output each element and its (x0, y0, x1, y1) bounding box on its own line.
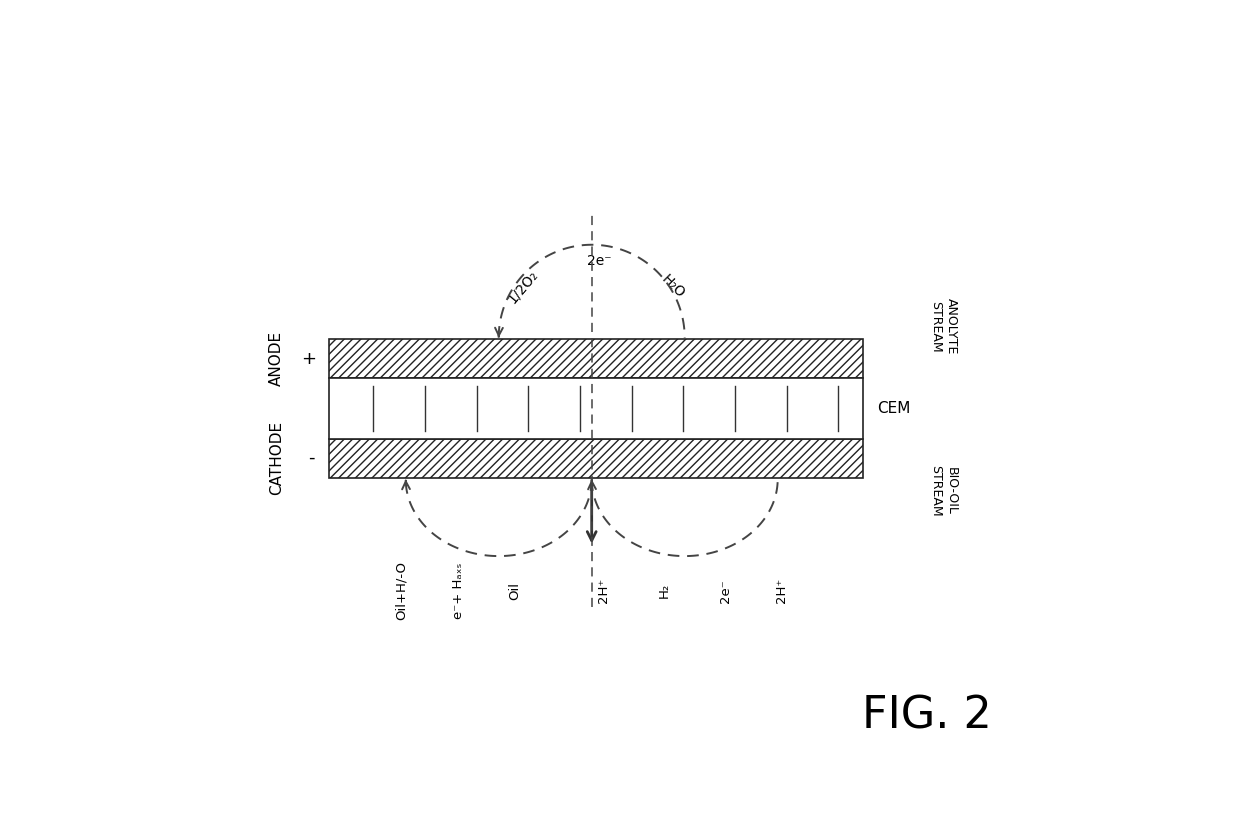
Text: 2e⁻: 2e⁻ (719, 579, 732, 603)
Text: +: + (301, 350, 316, 368)
Text: -: - (308, 449, 314, 467)
Bar (329, 378, 863, 439)
Text: Oil: Oil (508, 582, 521, 600)
Text: CEM: CEM (877, 401, 910, 416)
Text: 1/2O₂: 1/2O₂ (505, 267, 541, 306)
Bar (329, 439, 863, 478)
Text: 2e⁻: 2e⁻ (588, 254, 613, 269)
Text: H₂O: H₂O (658, 272, 687, 301)
Text: ANOLYTE
STREAM: ANOLYTE STREAM (930, 298, 957, 355)
Text: CATHODE: CATHODE (269, 422, 284, 495)
Text: ANODE: ANODE (269, 331, 284, 386)
Text: FIG. 2: FIG. 2 (862, 694, 992, 737)
Text: BIO-OIL
STREAM: BIO-OIL STREAM (930, 465, 957, 516)
Text: 2H⁺: 2H⁺ (775, 578, 789, 604)
Bar (329, 339, 863, 378)
Text: Oil+H/-O: Oil+H/-O (396, 561, 408, 620)
Text: 2H⁺: 2H⁺ (598, 578, 610, 604)
Text: e⁻+ Hₐₓₛ: e⁻+ Hₐₓₛ (451, 563, 465, 619)
Text: H₂: H₂ (658, 583, 671, 599)
